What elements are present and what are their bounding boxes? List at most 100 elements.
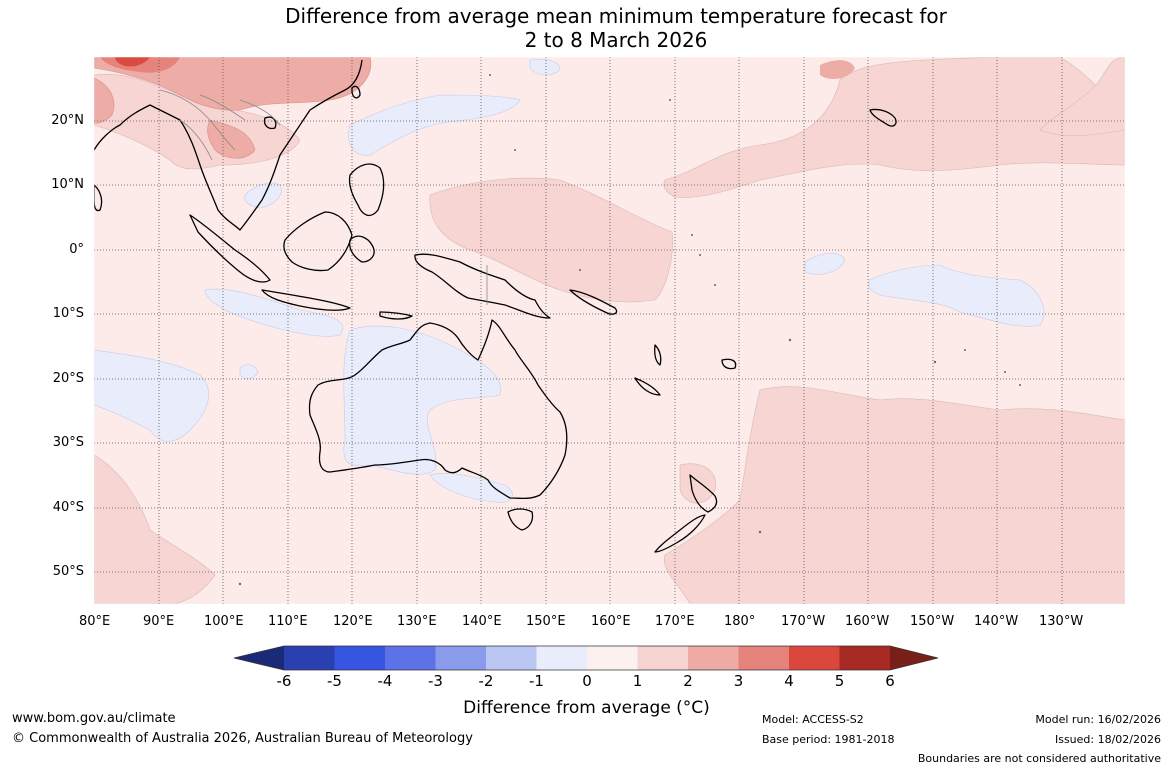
cool-region-philippine-sea [348,94,521,156]
colorbar-tick-label: 2 [683,672,693,690]
footer-boundaries: Boundaries are not considered authoritat… [917,752,1161,765]
colorbar-label: Difference from average (°C) [463,698,710,718]
colorbar-tick-label: -6 [276,672,292,690]
colorbar-tick-label: 5 [834,672,845,690]
cool-region-australia [343,325,501,475]
coast-solomon [569,289,618,315]
anomaly-region-southwest [94,454,216,604]
colorbar-swatches [233,645,939,671]
footer-base-period: Base period: 1981-2018 [762,733,895,746]
lon-label-160e: 160°E [591,614,631,629]
cool-region-north-pacific [529,59,561,76]
lon-label-150w: 150°W [910,614,955,629]
coast-asia-mainland [94,59,363,231]
colorbar-tick-label: 0 [582,672,592,690]
cool-region-dateline [804,253,846,275]
title-line-2: 2 to 8 March 2026 [524,28,708,52]
anomaly-regions-neg-0-1 [94,59,1045,503]
colorbar-swatch [738,646,790,670]
coast-sumatra [189,214,271,283]
cool-region-central-pacific [867,264,1045,327]
coast-java [261,289,351,311]
coast-nz-south [654,514,706,553]
anomaly-regions-3-5 [100,57,855,80]
colorbar-swatch [789,646,840,670]
graticule [94,57,1125,604]
colorbar-swatch [284,646,335,670]
colorbar-swatch [688,646,739,670]
colorbar-tick-label: 3 [733,672,744,690]
lon-label-100e: 100°E [204,614,244,629]
anomaly-region-4-5 [115,57,150,67]
lat-label-20n: 20°N [51,113,84,128]
coast-hainan [263,116,277,130]
coast-philippines [348,163,385,217]
lat-label-40s: 40°S [52,500,84,515]
anomaly-region-ne-3-4 [820,60,855,80]
anomaly-region-india [94,77,115,124]
anomaly-region-tasman [679,463,717,504]
colorbar-swatch [385,646,436,670]
anomaly-region-north-pacific [663,57,1125,198]
cool-region-java-sea [204,288,343,337]
colorbar-extend-low [234,646,284,670]
coast-new-caledonia [634,377,661,396]
coast-new-guinea [414,253,551,319]
colorbar-tick-label: 4 [784,672,794,690]
map-frame [93,56,1126,605]
lat-label-30s: 30°S [52,435,84,450]
coast-vanuatu [654,344,662,366]
coast-borneo [283,211,353,272]
lat-label-20s: 20°S [52,371,84,386]
lon-label-140w: 140°W [974,614,1019,629]
colorbar-swatch [334,646,386,670]
lon-label-140e: 140°E [462,614,502,629]
lat-label-50s: 50°S [52,564,84,579]
footer-website[interactable]: www.bom.gov.au/climate [12,711,176,726]
cool-region-small-1 [239,364,259,379]
coast-australia [308,319,568,500]
footer-issued: Issued: 18/02/2026 [1054,733,1161,746]
coast-taiwan [351,85,361,99]
coast-timor [379,311,413,320]
colorbar-tick-label: -3 [428,672,443,690]
cool-region-borneo [244,182,282,209]
colorbar-tick-label: -4 [377,672,393,690]
lon-label-160w: 160°W [845,614,890,629]
coast-fiji [721,358,737,370]
lon-label-150e: 150°E [526,614,566,629]
lon-label-170e: 170°E [655,614,695,629]
colorbar-swatch [486,646,537,670]
lon-label-80e: 80°E [79,614,111,629]
country-borders [159,89,488,305]
small-islands [238,74,1021,586]
colorbar-swatch [637,646,689,670]
lon-label-130e: 130°E [397,614,437,629]
anomaly-region-south-pacific [663,386,1125,604]
coastlines [94,59,897,553]
colorbar-tick-label: -5 [327,672,342,690]
lon-label-170w: 170°W [781,614,826,629]
title-line-1: Difference from average mean minimum tem… [285,4,947,28]
lon-label-120e: 120°E [333,614,373,629]
colorbar-extend-high [890,646,938,670]
lon-label-110e: 110°E [268,614,308,629]
colorbar-swatch [536,646,588,670]
colorbar-tick-label: 1 [632,672,643,690]
colorbar-tick-label: -1 [529,672,544,690]
lon-label-90e: 90°E [143,614,175,629]
footer-copyright: © Commonwealth of Australia 2026, Austra… [12,731,473,746]
anomaly-region-ne-corner [1039,57,1125,137]
lat-label-10s: 10°S [52,306,84,321]
anomaly-region-indochina [207,119,256,159]
coast-tasmania [507,508,534,531]
colorbar-swatch [839,646,891,670]
colorbar-swatch [587,646,638,670]
lat-label-0: 0° [69,242,84,257]
footer-model-run: Model run: 16/02/2026 [1035,713,1161,726]
colorbar-tick-label: 6 [885,672,895,690]
footer-model: Model: ACCESS-S2 [762,713,864,726]
anomaly-region-east-png [429,177,673,303]
coast-nz-north [689,474,718,513]
forecast-map [93,56,1126,605]
